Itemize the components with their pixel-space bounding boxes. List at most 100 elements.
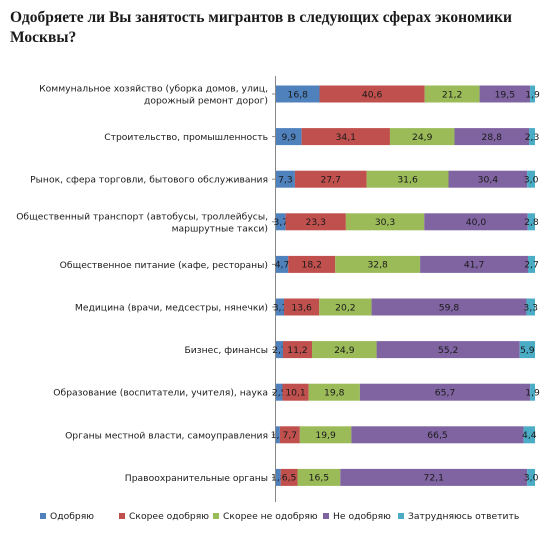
bar-segment [283, 341, 313, 359]
category-label-line: Образование (воспитатели, учителя), наук… [53, 388, 268, 399]
data-label: 66,5 [427, 430, 448, 441]
category-label: Бизнес, финансы [185, 345, 269, 356]
chart-title: Одобряете ли Вы занятость мигрантов в сл… [10, 9, 512, 46]
bar-segment [340, 468, 528, 486]
category-label-line: маршрутные такси) [172, 223, 268, 234]
data-label: 2,7 [524, 260, 539, 271]
bar-segment [276, 85, 320, 103]
legend-label: Затрудняюсь ответить [408, 511, 519, 522]
bar-segment [276, 128, 302, 146]
bar-segment [276, 298, 285, 316]
data-label: 31,6 [397, 175, 418, 186]
category-label: Образование (воспитатели, учителя), наук… [53, 388, 268, 399]
bar-segment [312, 341, 377, 359]
category-label: Строительство, промышленность [104, 132, 268, 143]
bar-segment [351, 426, 524, 444]
category-label: Органы местной власти, самоуправления [65, 430, 268, 441]
data-label: 34,1 [336, 132, 356, 143]
data-label: 1,9 [525, 388, 540, 399]
data-label: 59,8 [439, 302, 460, 313]
category-label-line: Строительство, промышленность [104, 132, 268, 143]
bar-segment [527, 170, 535, 188]
data-label: 10,1 [285, 388, 305, 399]
data-label: 40,6 [362, 89, 383, 100]
data-label: 1,5 [271, 430, 286, 441]
data-label: 4,7 [275, 260, 290, 271]
category-label: Коммунальное хозяйство (уборка домов, ул… [39, 84, 268, 107]
bar-segment [529, 128, 535, 146]
data-label: 11,2 [287, 345, 307, 356]
bar-segment [359, 383, 531, 401]
legend-label: Скорее одобряю [129, 511, 209, 522]
bar-segment [389, 128, 455, 146]
bar-segment [276, 383, 283, 401]
bar-segment [527, 468, 535, 486]
bar-segment [335, 255, 421, 273]
bar-segment [288, 255, 336, 273]
bar-segment [301, 128, 390, 146]
bar-segment [530, 383, 535, 401]
data-label: 28,8 [482, 132, 503, 143]
category-label-line: Рынок, сфера торговли, бытового обслужив… [30, 175, 268, 186]
data-label: 30,4 [478, 175, 499, 186]
category-label-line: Медицина (врачи, медсестры, нянечки) [75, 303, 268, 314]
data-label: 40,0 [466, 217, 487, 228]
category-label: Общественный транспорт (автобусы, тролле… [16, 211, 268, 234]
bar-segment [299, 426, 352, 444]
data-label: 9,9 [282, 132, 297, 143]
bar-segment [523, 426, 535, 444]
data-label: 27,7 [321, 175, 342, 186]
legend-swatch [119, 513, 125, 519]
category-label-line: Общественное питание (кафе, рестораны) [60, 260, 268, 271]
bar-segment [276, 426, 280, 444]
bar-segment [276, 170, 295, 188]
bar-segment [276, 341, 283, 359]
category-label-line: дорожный ремонт дорог) [144, 96, 268, 107]
data-label: 2,5 [272, 388, 287, 399]
data-label: 16,8 [288, 89, 309, 100]
bar-segment [285, 213, 346, 231]
bar-segment [424, 213, 528, 231]
data-label: 55,2 [438, 345, 458, 356]
bar-segment [276, 255, 289, 273]
bar-segment [519, 341, 535, 359]
data-label: 2,7 [272, 345, 287, 356]
data-label: 24,9 [334, 345, 355, 356]
legend-swatch [40, 513, 46, 519]
data-label: 21,2 [442, 89, 462, 100]
bar-segment [308, 383, 360, 401]
bar-segment [530, 85, 535, 103]
data-label: 13,6 [291, 302, 312, 313]
bar-segment [284, 298, 320, 316]
data-label: 4,4 [522, 430, 537, 441]
legend-swatch [323, 513, 329, 519]
data-label: 3,0 [524, 175, 539, 186]
bar-segment [276, 213, 286, 231]
data-label: 7,3 [278, 175, 293, 186]
category-label-line: Правоохранительные органы [125, 473, 268, 484]
data-label: 24,9 [412, 132, 433, 143]
category-label-line: Органы местной власти, самоуправления [65, 430, 268, 441]
data-label: 32,8 [367, 260, 388, 271]
data-label: 23,3 [305, 217, 326, 228]
category-label-line: Общественный транспорт (автобусы, тролле… [16, 211, 268, 222]
bar-segment [454, 128, 530, 146]
bar-segment [371, 298, 527, 316]
legend-label: Одобряю [50, 511, 94, 522]
category-label: Рынок, сфера торговли, бытового обслужив… [30, 175, 268, 186]
data-label: 2,8 [524, 217, 539, 228]
data-label: 41,7 [464, 260, 485, 271]
bar-segment [526, 298, 535, 316]
data-label: 7,7 [283, 430, 298, 441]
bar-segment [282, 383, 309, 401]
bar-segment [528, 255, 535, 273]
data-label: 20,2 [335, 302, 355, 313]
data-label: 5,9 [520, 345, 535, 356]
data-label: 3,0 [524, 473, 539, 484]
data-label: 19,8 [324, 388, 345, 399]
category-label-line: Коммунальное хозяйство (уборка домов, ул… [39, 84, 268, 95]
category-label: Общественное питание (кафе, рестораны) [60, 260, 268, 271]
data-label: 19,5 [495, 89, 516, 100]
legend-swatch [213, 513, 219, 519]
